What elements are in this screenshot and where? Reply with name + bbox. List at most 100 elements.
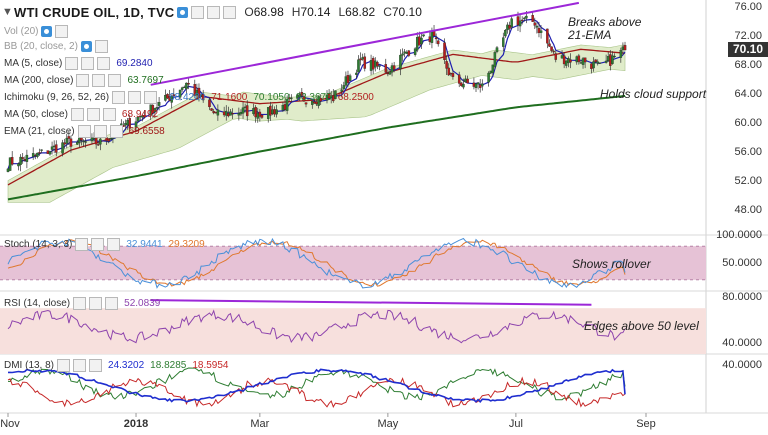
candle-body [504, 29, 507, 37]
candle-body [392, 65, 396, 70]
legend-vol[interactable]: Vol (20) [4, 25, 69, 38]
visibility-eye-icon [80, 41, 92, 52]
candle-body [579, 62, 583, 64]
candle-body [185, 82, 188, 90]
candle-body [523, 17, 526, 19]
chevron-down-icon[interactable]: ▼ [2, 6, 13, 18]
legend-bb[interactable]: BB (20, close, 2) [4, 40, 108, 53]
candle-body [489, 70, 492, 74]
candle-body [340, 89, 343, 92]
stoch-tick-label: 50.0000 [722, 257, 762, 269]
candle-body [17, 163, 20, 167]
candle-body [283, 104, 287, 110]
candle-body [420, 37, 423, 45]
symbol-title[interactable]: WTI CRUDE OIL, 1D, TVC [14, 4, 175, 20]
legend-ma50[interactable]: MA (50, close) 68.9492 [4, 108, 159, 121]
candle-body [210, 108, 213, 111]
candle-body [495, 47, 499, 52]
legend-stoch[interactable]: Stoch (14, 3, 3) 32.9441 29.3209 [4, 238, 205, 251]
candle-body [107, 138, 110, 142]
legend-ichimoku[interactable]: Ichimoku (9, 26, 52, 26) 68.4200 71.1600… [4, 91, 374, 104]
candle-body [378, 65, 381, 67]
candle-body [422, 34, 425, 37]
candle-body [374, 60, 377, 68]
dmi-adx-line [8, 368, 626, 404]
candle-body [92, 137, 96, 139]
settings-icon [57, 359, 71, 372]
legend-dmi[interactable]: DMI (13, 8) 24.3202 18.8285 18.5954 [4, 359, 229, 372]
rsi-band [0, 308, 706, 354]
candle-body [38, 152, 41, 154]
settings-icon [73, 297, 87, 310]
annotation-rollover: Shows rollover [572, 257, 651, 271]
candle-body [229, 111, 232, 116]
candle-body [197, 87, 201, 98]
candle-body [613, 55, 616, 58]
candle-body [510, 18, 513, 28]
candle-body [34, 154, 37, 156]
settings-icon [76, 74, 90, 87]
candle-body [535, 25, 539, 28]
candle-body [36, 152, 39, 157]
candle-body [445, 61, 448, 69]
visibility-eye-icon[interactable] [177, 6, 189, 18]
candle-body [546, 28, 549, 44]
candle-body [518, 20, 522, 27]
annotation-cloud-support: Holds cloud support [600, 87, 707, 101]
candle-body [565, 60, 568, 66]
candle-body [506, 24, 509, 31]
candle-body [61, 142, 64, 154]
time-tick-label: May [377, 418, 399, 430]
candle-body [212, 111, 215, 114]
time-tick-label: Nov [0, 418, 20, 430]
candle-body [40, 149, 43, 151]
candle-body [447, 67, 450, 76]
candle-body [376, 62, 379, 67]
more-icon [107, 238, 121, 251]
candle-body [399, 54, 402, 70]
candle-body [606, 56, 610, 62]
candle-body [371, 58, 375, 70]
candle-body [281, 105, 285, 111]
candle-body [457, 74, 461, 84]
candle-body [225, 110, 228, 116]
candle-body [449, 73, 453, 75]
ohlc-low: L68.82 [338, 5, 376, 19]
legend-rsi[interactable]: RSI (14, close) 52.0839 [4, 297, 161, 310]
settings-icon [77, 125, 91, 138]
candle-body [69, 138, 73, 147]
legend-ma5[interactable]: MA (5, close) 69.2840 [4, 57, 153, 70]
candle-body [50, 146, 54, 150]
legend-ema21[interactable]: EMA (21, close) 69.6558 [4, 125, 165, 138]
candle-body [256, 113, 259, 119]
settings-icon [112, 91, 126, 104]
close-icon[interactable] [207, 5, 221, 19]
settings-icon[interactable] [191, 5, 205, 19]
stoch-k-line [7, 237, 626, 289]
time-tick-label: Sep [636, 418, 656, 430]
price-tick-label: 60.00 [734, 117, 762, 130]
candle-body [237, 113, 241, 116]
close-icon [86, 108, 100, 121]
candle-body [451, 72, 455, 77]
candle-body [271, 109, 274, 114]
candle-body [273, 109, 276, 115]
candle-body [430, 30, 434, 43]
candle-body [359, 58, 362, 61]
candle-body [533, 22, 537, 26]
candle-body [134, 121, 138, 128]
candle-body [82, 140, 85, 142]
candle-body [23, 159, 27, 161]
candle-body [548, 43, 551, 47]
dmi-plus-line [7, 367, 626, 401]
candle-body [78, 137, 81, 143]
close-icon [73, 359, 87, 372]
more-icon[interactable] [223, 5, 237, 19]
candle-body [19, 156, 22, 165]
legend-ma200[interactable]: MA (200, close) 63.7697 [4, 74, 164, 87]
candle-body [478, 84, 482, 88]
candle-body [96, 144, 100, 146]
candle-body [63, 142, 66, 145]
candle-body [216, 109, 220, 116]
